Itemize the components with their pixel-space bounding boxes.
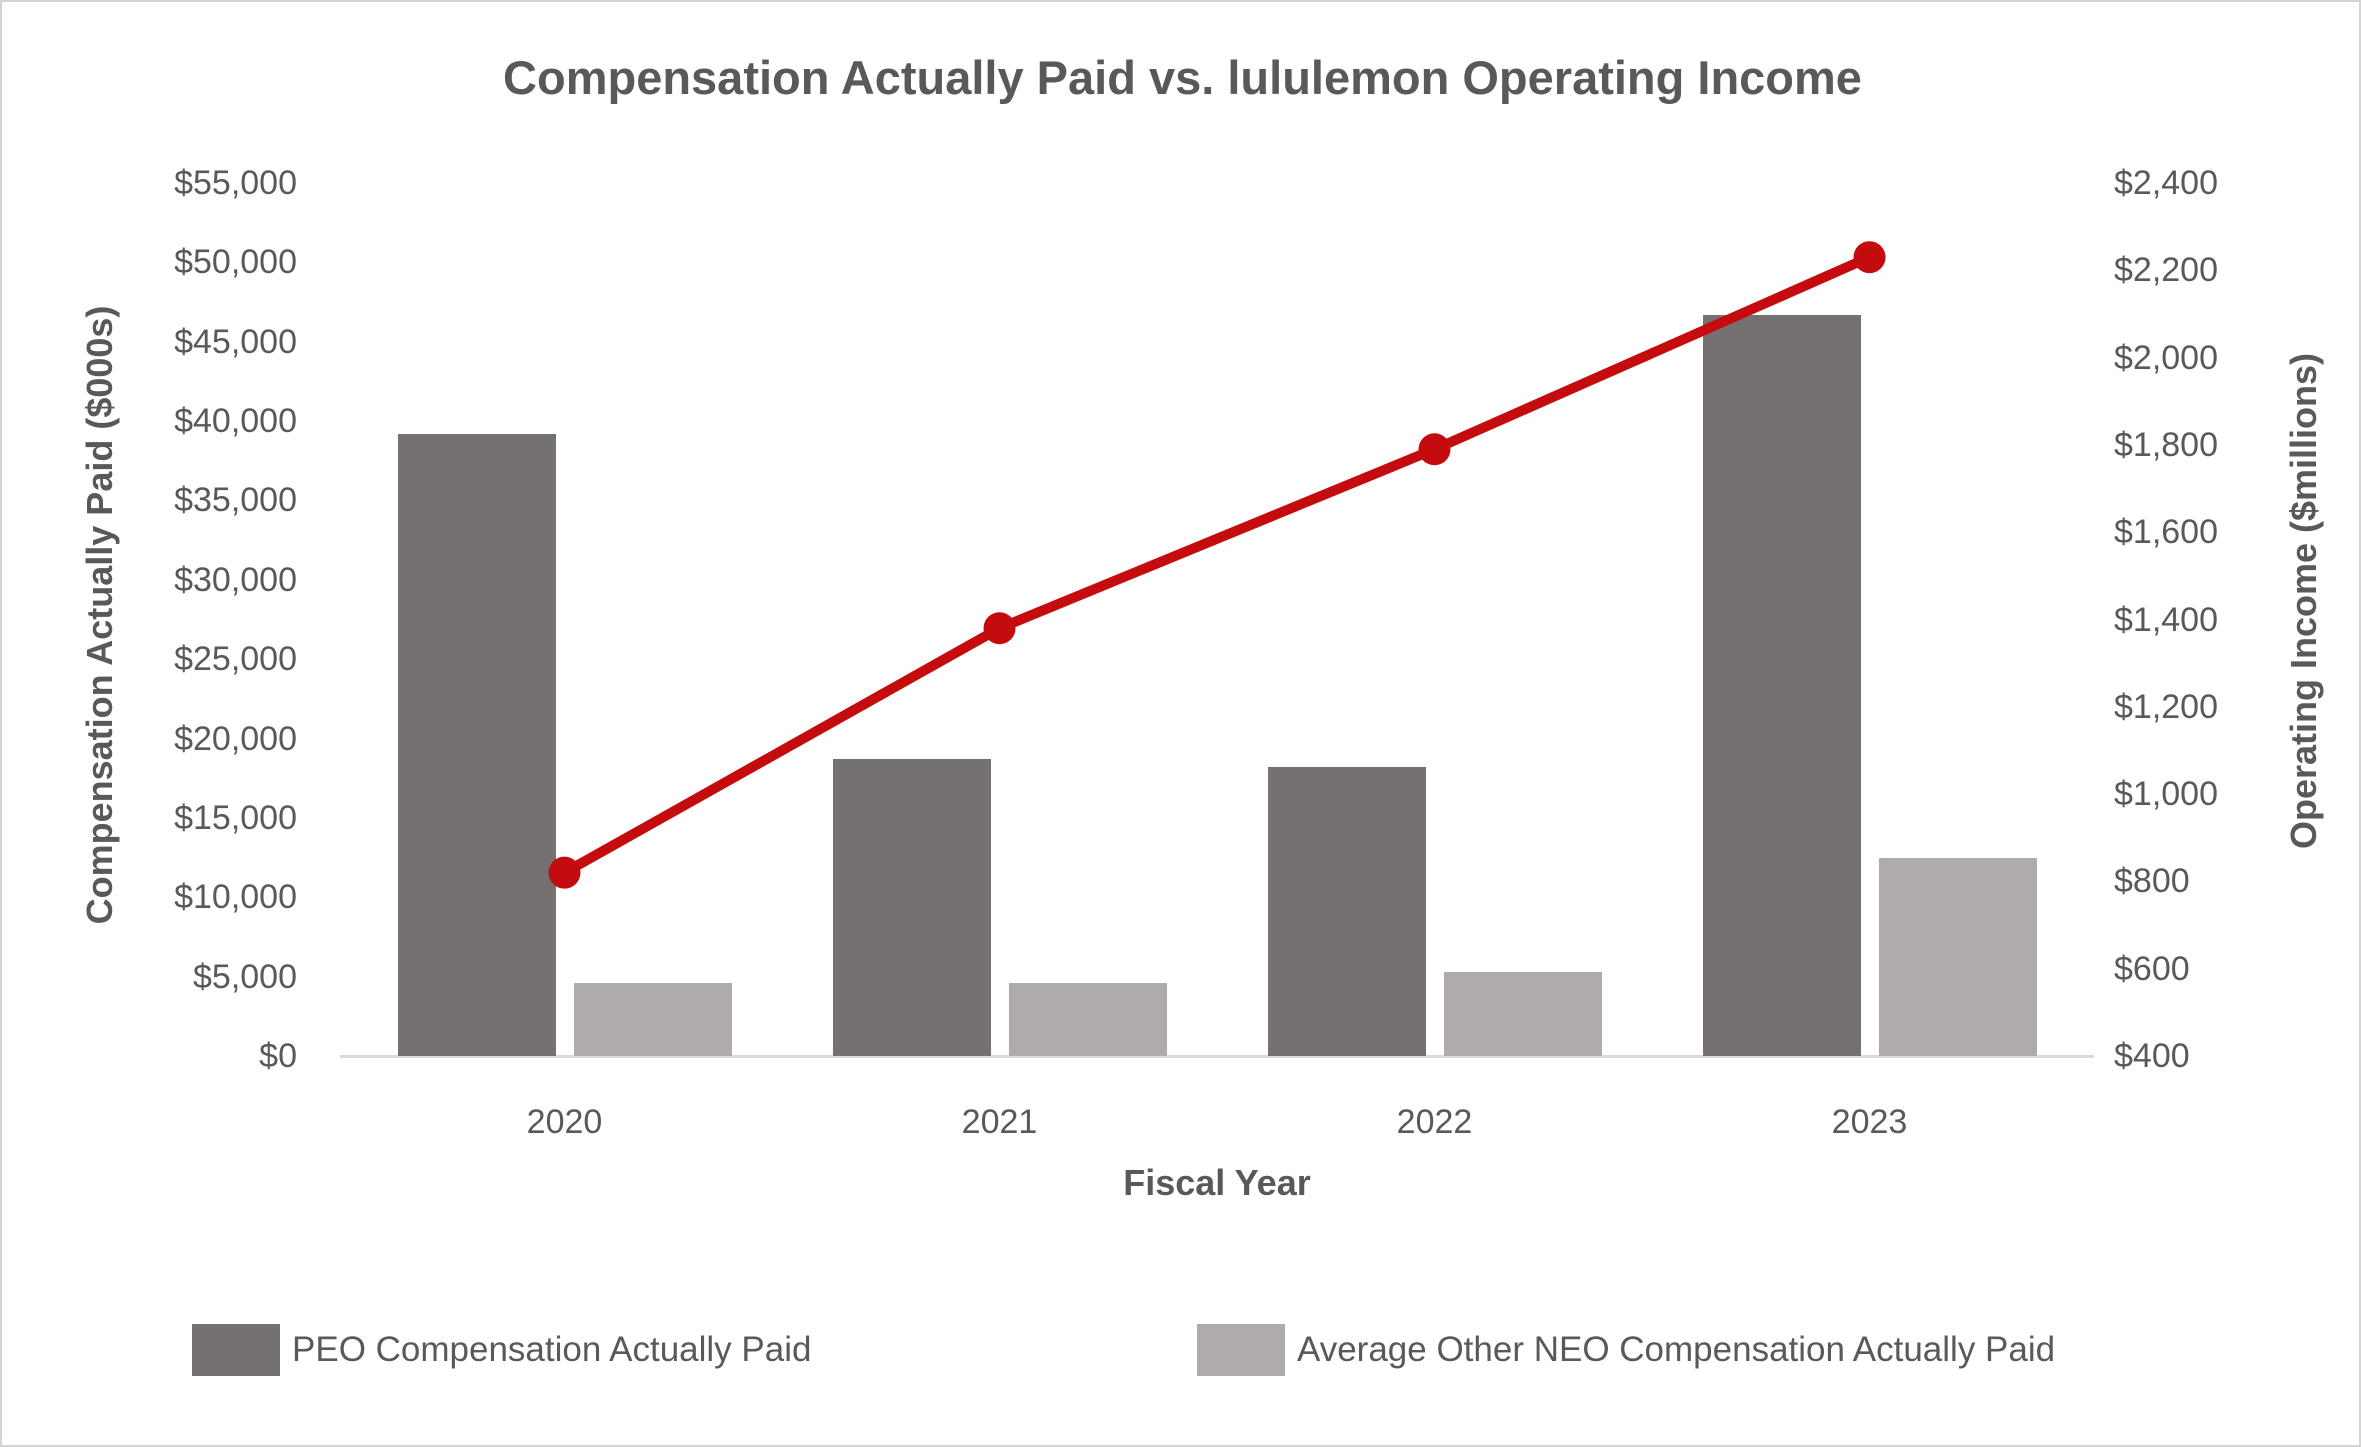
bar-peo-2022 — [1267, 767, 1426, 1056]
left-axis-tick-label: $5,000 — [193, 957, 297, 996]
left-axis-tick-label: $30,000 — [174, 560, 297, 599]
left-axis-tick-label: $55,000 — [174, 164, 297, 202]
chart-title: Compensation Actually Paid vs. lululemon… — [503, 51, 1862, 104]
right-axis-tick-label: $2,400 — [2114, 164, 2218, 202]
left-axis-tick-label: $50,000 — [174, 243, 297, 282]
bar-peo-2020 — [397, 433, 556, 1056]
left-axis-tick-label: $15,000 — [174, 798, 297, 837]
x-axis-label-2022: 2022 — [1396, 1103, 1473, 1141]
legend-swatch-neo — [1197, 1324, 1285, 1376]
right-axis-tick-label: $1,200 — [2114, 687, 2218, 726]
bar-neo-2022 — [1443, 971, 1602, 1056]
line-point-2023 — [1853, 241, 1886, 274]
x-axis-line — [340, 1055, 2094, 1058]
bar-neo-2023 — [1878, 857, 2037, 1056]
left-axis-tick-label: $10,000 — [174, 878, 297, 917]
right-axis-tick-label: $600 — [2114, 949, 2190, 988]
x-axis-title: Fiscal Year — [1123, 1162, 1311, 1203]
line-point-2022 — [1418, 433, 1451, 466]
bar-neo-2021 — [1008, 982, 1167, 1056]
legend-label-neo: Average Other NEO Compensation Actually … — [1297, 1330, 2056, 1369]
bar-peo-2021 — [832, 759, 991, 1056]
x-axis-label-2023: 2023 — [1831, 1103, 1908, 1141]
left-axis-title: Compensation Actually Paid ($000s) — [79, 305, 120, 925]
legend-item-peo: PEO Compensation Actually Paid — [192, 1324, 811, 1376]
operating-income-line — [559, 252, 1875, 878]
x-axis-label-2020: 2020 — [526, 1103, 603, 1141]
bar-peo-2023 — [1702, 314, 1861, 1056]
right-axis-tick-label: $2,000 — [2114, 338, 2218, 377]
left-axis-tick-label: $40,000 — [174, 402, 297, 441]
legend-swatch-peo — [192, 1324, 280, 1376]
legend-item-neo: Average Other NEO Compensation Actually … — [1197, 1324, 2055, 1376]
legend-label-peo: PEO Compensation Actually Paid — [292, 1330, 812, 1369]
left-axis-tick-label: $20,000 — [174, 719, 297, 758]
right-axis-tick-label: $1,600 — [2114, 513, 2218, 552]
left-axis-tick-label: $0 — [259, 1037, 297, 1075]
right-axis-tick-label: $1,400 — [2114, 600, 2218, 639]
right-axis-tick-label: $800 — [2114, 862, 2190, 901]
left-axis-tick-label: $25,000 — [174, 640, 297, 679]
right-axis-tick-label: $1,800 — [2114, 425, 2218, 464]
right-axis-tick-label: $400 — [2114, 1037, 2190, 1075]
left-axis-tick-label: $45,000 — [174, 322, 297, 361]
right-axis-tick-label: $1,000 — [2114, 775, 2218, 814]
bar-neo-2020 — [573, 982, 732, 1056]
x-axis-label-2021: 2021 — [961, 1103, 1038, 1141]
right-axis-tick-label: $2,200 — [2114, 251, 2218, 290]
left-axis-tick-label: $35,000 — [174, 481, 297, 520]
line-point-2021 — [983, 612, 1016, 645]
